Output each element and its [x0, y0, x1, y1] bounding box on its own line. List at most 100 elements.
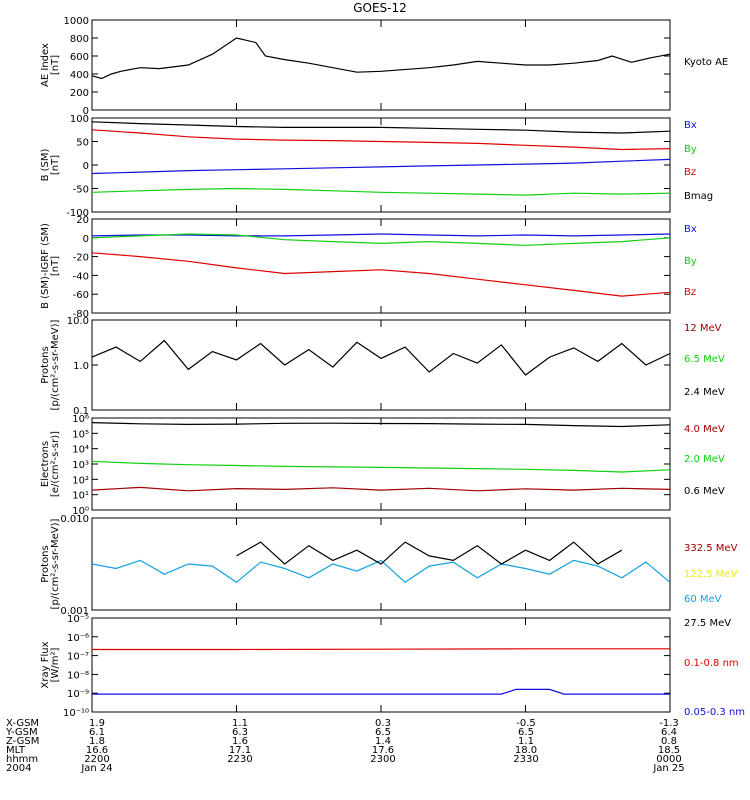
- legend-entry: 12 MeV: [684, 323, 722, 334]
- footer-value: 6.1: [89, 727, 105, 738]
- y-tick-label: 10³: [72, 460, 89, 471]
- footer-value: 6.5: [518, 727, 534, 738]
- y-tick-label: 10.0: [67, 316, 89, 327]
- chart-panel-1: 0 200 400 600 800 1000 AE Index [nT] Kyoto AE: [40, 16, 728, 117]
- footer-value: -0.5: [516, 718, 536, 729]
- footer-value: 18.5: [658, 745, 680, 756]
- y-tick-label: 10⁴: [72, 445, 89, 456]
- footer-value: 1.9: [89, 718, 105, 729]
- panel-frame: [91, 319, 671, 411]
- legend-entry: 6.5 MeV: [684, 354, 725, 365]
- y-tick-label: 0.1: [73, 406, 89, 417]
- footer-value: 1.1: [518, 736, 534, 747]
- y-tick-label: 0.001: [60, 606, 89, 617]
- y-tick-label: -40: [73, 271, 89, 282]
- footer-value: 1.4: [375, 736, 391, 747]
- legend-entry: Bz: [684, 287, 696, 298]
- series-line-red: [92, 648, 670, 651]
- footer-value: 1.8: [89, 736, 105, 747]
- footer-value: 2330: [513, 754, 538, 765]
- y-axis-label: B (SM)-IGRF (SM): [40, 223, 51, 309]
- series-line-black: [236, 541, 623, 565]
- chart-panel-2: -100 -50 0 50 100 B (SM) [nT] Bx By Bz Bmag: [40, 114, 713, 219]
- series-line-blue: [92, 688, 670, 695]
- y-axis-label: Electrons: [40, 441, 51, 487]
- chart-panel-4: 0.1 1.0 10.0 Protons [p/(cm²-s-sr-MeV)] 12 Me…: [40, 316, 725, 417]
- y-tick-label: 0: [83, 234, 89, 245]
- y-tick-label: 10⁵: [72, 429, 89, 440]
- y-tick-label: 10⁰: [72, 506, 89, 517]
- footer-label: hhmm: [6, 754, 38, 765]
- y-axis-label: Xray Flux: [40, 641, 51, 688]
- footer-label: 2004: [6, 763, 31, 774]
- series-line-red: [91, 129, 671, 151]
- footer-value: 1.6: [232, 736, 248, 747]
- plot-title: GOES-12: [353, 1, 407, 15]
- y-tick-label: -60: [73, 290, 89, 301]
- series-line-red: [91, 252, 671, 297]
- legend-entry: Bmag: [684, 191, 713, 202]
- series-line-cyan: [91, 559, 671, 584]
- footer-label: Z-GSM: [6, 736, 39, 747]
- y-tick-label: 100: [70, 114, 89, 125]
- footer-value: -1.3: [659, 718, 679, 729]
- legend-entry: Bx: [684, 224, 697, 235]
- y-tick-label: 0: [83, 106, 89, 117]
- y-tick-label: 50: [76, 138, 89, 149]
- footer-value: 1.1: [232, 718, 248, 729]
- y-tick-label: 0.010: [60, 514, 89, 525]
- chart-panel-5: 10⁰ 10¹ 10² 10³ 10⁴ 10⁵ 10⁶ Electrons [e/(cm²-s-…: [40, 414, 725, 517]
- series-line-black: [91, 121, 671, 134]
- legend-entry: 0.6 MeV: [684, 486, 725, 497]
- legend-entry: 122.5 MeV: [684, 569, 738, 580]
- y-tick-label: 800: [70, 34, 89, 45]
- y-axis-label: Protons: [40, 346, 51, 383]
- legend-entry: 4.0 MeV: [684, 424, 725, 435]
- footer-label: MLT: [6, 745, 26, 756]
- legend-entry: 60 MeV: [684, 594, 722, 605]
- series-line-black: [91, 339, 671, 376]
- footer-label: Y-GSM: [5, 727, 38, 738]
- y-tick-label: 400: [70, 70, 89, 81]
- footer-value: 2200: [84, 754, 109, 765]
- series-line-green: [91, 187, 671, 196]
- series-line-black: [91, 422, 671, 428]
- footer-value: 6.3: [232, 727, 248, 738]
- footer-value: 0000: [656, 754, 681, 765]
- y-tick-label: 10⁻⁹: [67, 689, 89, 700]
- y-tick-label: 10⁻⁶: [67, 633, 89, 644]
- y-axis-label: [W/m²]: [50, 647, 61, 682]
- y-tick-label: 10⁻⁵: [67, 614, 89, 625]
- panel-frame: [91, 218, 671, 314]
- y-tick-label: -50: [73, 185, 89, 196]
- y-axis-label: [nT]: [50, 256, 61, 276]
- footer-value: 6.4: [661, 727, 677, 738]
- legend-entry: Kyoto AE: [684, 57, 728, 68]
- footer-value: 0.8: [661, 736, 677, 747]
- footer-value: 2230: [227, 754, 252, 765]
- footer-value: Jan 24: [80, 763, 112, 774]
- footer-value: 0.3: [375, 718, 391, 729]
- legend-entry: By: [684, 256, 697, 267]
- y-tick-label: 10¹: [72, 491, 89, 502]
- y-tick-label: 200: [70, 88, 89, 99]
- series-line-green: [91, 233, 671, 246]
- legend-entry: By: [684, 144, 697, 155]
- y-axis-label: [p/(cm²-s-sr-MeV)]: [50, 319, 61, 410]
- y-tick-label: 1.0: [73, 361, 89, 372]
- y-tick-label: -20: [73, 253, 89, 264]
- panel-frame: [91, 19, 671, 111]
- y-tick-label: 10⁻⁸: [67, 670, 89, 681]
- y-tick-label: 10²: [72, 475, 89, 486]
- series-line-blue: [91, 233, 671, 237]
- legend-entry: 2.4 MeV: [684, 387, 725, 398]
- y-tick-label: 10⁻¹⁰: [63, 708, 89, 719]
- footer-value: 2300: [370, 754, 395, 765]
- chart-panel-6: 0.001 0.010 Protons [p/(cm²-s-sr-MeV)] 332.5…: [40, 514, 738, 629]
- legend-entry: 2.0 MeV: [684, 454, 725, 465]
- legend-entry: 0.1-0.8 nm: [684, 658, 739, 669]
- y-axis-label: [nT]: [50, 55, 61, 75]
- series-line-green: [91, 460, 671, 473]
- y-tick-label: 10⁶: [72, 414, 89, 425]
- footer-value: Jan 25: [652, 763, 684, 774]
